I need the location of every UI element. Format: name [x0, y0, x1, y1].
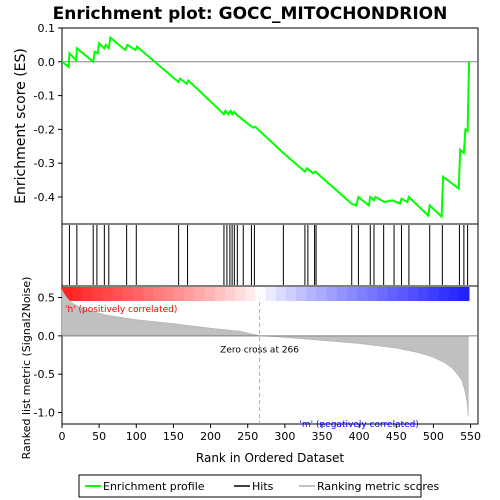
x-tick-label: 350 — [312, 430, 333, 443]
ranking-color-segment — [439, 287, 450, 301]
legend-label-ranking: Ranking metric scores — [317, 480, 439, 493]
ranking-y-tick-label: -1.0 — [34, 407, 55, 420]
ranking-y-tick-label: -0.5 — [34, 368, 55, 381]
ranking-color-segment — [235, 287, 246, 301]
ranking-color-segment — [113, 287, 124, 301]
ranking-color-segment — [255, 287, 266, 301]
x-tick-label: 50 — [92, 430, 106, 443]
x-axis-label: Rank in Ordered Dataset — [196, 451, 344, 465]
x-tick-label: 550 — [460, 430, 481, 443]
es-y-tick-label: -0.2 — [34, 123, 55, 136]
es-y-tick-label: 0.1 — [38, 22, 56, 35]
ranking-color-segment — [194, 287, 205, 301]
es-y-label: Enrichment score (ES) — [13, 48, 29, 204]
x-tick-label: 450 — [386, 430, 407, 443]
ranking-color-segment — [408, 287, 419, 301]
ranking-color-segment — [459, 287, 470, 301]
ranking-color-segment — [215, 287, 226, 301]
ranking-color-segment — [388, 287, 399, 301]
ranking-y-label: Ranked list metric (Signal2Noise) — [20, 277, 33, 460]
ranking-color-segment — [204, 287, 215, 301]
ranking-color-segment — [357, 287, 368, 301]
x-tick-label: 200 — [200, 430, 221, 443]
ranking-color-segment — [245, 287, 256, 301]
x-tick-label: 100 — [126, 430, 147, 443]
ranking-color-segment — [276, 287, 287, 301]
ranking-color-segment — [418, 287, 429, 301]
es-y-tick-label: -0.3 — [34, 157, 55, 170]
es-y-tick-label: -0.4 — [34, 191, 55, 204]
ranking-color-segment — [174, 287, 185, 301]
ranking-color-bar — [62, 287, 469, 301]
ranking-color-segment — [296, 287, 307, 301]
ranking-color-segment — [428, 287, 439, 301]
x-tick-label: 0 — [59, 430, 66, 443]
ranking-color-segment — [367, 287, 378, 301]
es-panel-frame — [62, 28, 478, 224]
legend-label-enrichment: Enrichment profile — [103, 480, 205, 493]
legend-label-hits: Hits — [252, 480, 274, 493]
ranking-color-segment — [449, 287, 460, 301]
ranking-color-segment — [266, 287, 277, 301]
ranking-color-segment — [327, 287, 338, 301]
es-y-axis: 0.1 0.0 -0.1 -0.2 -0.3 -0.4 — [34, 22, 62, 204]
x-tick-label: 300 — [274, 430, 295, 443]
x-tick-label: 250 — [237, 430, 258, 443]
ranking-color-segment — [286, 287, 297, 301]
ranking-color-segment — [316, 287, 327, 301]
hits-panel-frame — [62, 224, 478, 286]
ranking-y-tick-label: 0.5 — [38, 292, 56, 305]
ranking-color-segment — [143, 287, 154, 301]
x-tick-label: 400 — [349, 430, 370, 443]
ranking-color-segment — [123, 287, 134, 301]
ranking-color-segment — [133, 287, 144, 301]
ranking-color-segment — [377, 287, 388, 301]
ranking-color-segment — [347, 287, 358, 301]
ranking-color-segment — [93, 287, 104, 301]
ranking-y-axis: 0.5 0.0 -0.5 -1.0 — [34, 292, 62, 420]
ranking-color-segment — [306, 287, 317, 301]
ranking-color-segment — [164, 287, 175, 301]
ranking-color-segment — [398, 287, 409, 301]
es-y-tick-label: 0.0 — [38, 56, 56, 69]
x-tick-label: 150 — [163, 430, 184, 443]
ranking-color-segment — [82, 287, 93, 301]
ranking-color-segment — [337, 287, 348, 301]
positive-correlation-label: 'h' (positively correlated) — [65, 305, 177, 315]
zero-cross-label: Zero cross at 266 — [220, 346, 299, 356]
ranking-y-tick-label: 0.0 — [38, 330, 56, 343]
ranking-color-segment — [154, 287, 165, 301]
x-tick-label: 500 — [423, 430, 444, 443]
ranking-color-segment — [103, 287, 114, 301]
chart-title: Enrichment plot: GOCC_MITOCHONDRION — [53, 4, 448, 24]
ranking-color-segment — [72, 287, 83, 301]
ranking-color-segment — [225, 287, 236, 301]
ranking-color-segment — [184, 287, 195, 301]
es-y-tick-label: -0.1 — [34, 90, 55, 103]
